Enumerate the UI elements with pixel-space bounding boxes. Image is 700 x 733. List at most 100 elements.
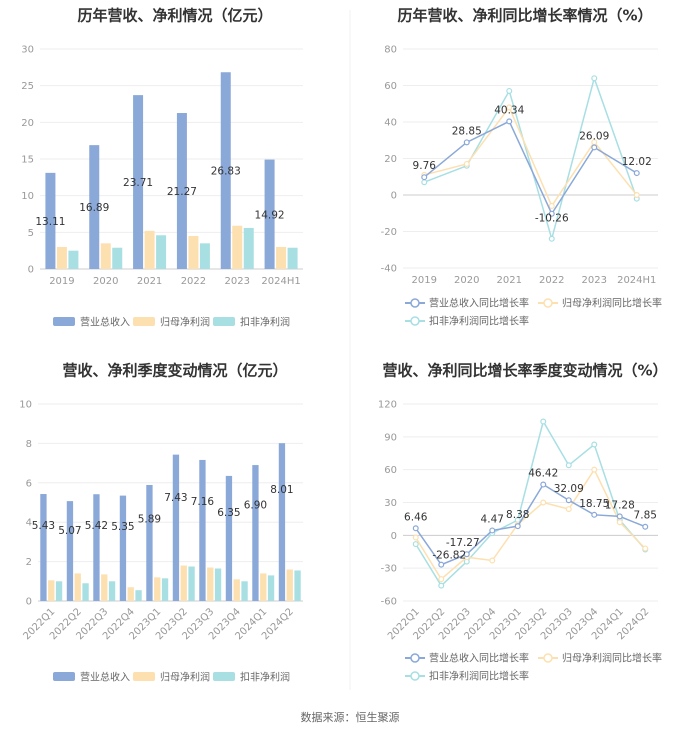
series-point xyxy=(412,534,419,541)
y-tick-label: -20 xyxy=(381,227,397,238)
y-tick-label: 4 xyxy=(26,518,32,529)
legend-label: 营业总收入 xyxy=(80,316,130,329)
data-label: 16.89 xyxy=(79,202,109,214)
series-point xyxy=(489,557,496,564)
x-tick-label: 2021 xyxy=(137,276,162,287)
quarterly-revenue-profit-panel: 营收、净利季度变动情况（亿元）02468102022Q12022Q22022Q3… xyxy=(19,362,303,684)
data-label: 6.90 xyxy=(244,499,267,511)
bar-parent-profit xyxy=(74,573,81,601)
y-tick-label: 40 xyxy=(384,118,397,129)
series-point xyxy=(565,462,572,469)
series-point xyxy=(438,582,445,589)
y-tick-label: 5 xyxy=(28,228,34,239)
bar-deducted-profit xyxy=(214,568,222,601)
data-label: 7.43 xyxy=(164,492,187,504)
quarterly-growth-rate-panel: 营收、净利同比增长率季度变动情况（%）-60-3003060901202022Q… xyxy=(378,362,668,683)
bar-parent-profit xyxy=(232,225,243,269)
data-label: 6.35 xyxy=(217,507,240,519)
series-point xyxy=(540,418,547,425)
annual-revenue-profit-panel: 历年营收、净利情况（亿元） 0 5 10 15 20 25 30 2019 2020 2021 202… xyxy=(21,7,303,329)
y-tick-label: 30 xyxy=(21,45,34,56)
x-tick-label: 2022 xyxy=(181,276,206,287)
y-tick-label: 0 xyxy=(391,531,397,542)
legend-label: 扣非净利润 xyxy=(240,671,290,684)
bar-deducted-profit xyxy=(135,590,142,601)
bar-parent-profit xyxy=(56,247,67,269)
x-tick-label: 2019 xyxy=(412,275,437,286)
legend-marker xyxy=(410,298,420,308)
data-label: 46.42 xyxy=(528,468,558,480)
series-point xyxy=(412,541,419,548)
y-tick-label: 10 xyxy=(19,400,32,411)
y-tick-label: 10 xyxy=(21,191,34,202)
bar-deducted-profit xyxy=(199,243,210,269)
series-line-revenue-growth xyxy=(415,483,646,566)
series-point xyxy=(565,506,572,513)
bar-revenue xyxy=(119,495,127,601)
series-point xyxy=(514,523,521,530)
data-label: 8.38 xyxy=(506,509,529,521)
series-point xyxy=(463,160,470,167)
chart-title: 营收、净利同比增长率季度变动情况（%） xyxy=(382,362,667,380)
series-point xyxy=(506,87,513,94)
bar-deducted-profit xyxy=(243,227,254,269)
y-tick-label: 20 xyxy=(21,118,34,129)
y-tick-label: 90 xyxy=(384,432,397,443)
series-point xyxy=(616,513,623,520)
data-label: 14.92 xyxy=(255,209,285,221)
data-label: 40.34 xyxy=(494,104,524,116)
series-point xyxy=(642,523,649,530)
y-tick-label: 8 xyxy=(26,439,32,450)
data-label: 13.11 xyxy=(35,216,65,228)
series-point xyxy=(616,519,623,526)
series-point xyxy=(548,202,555,209)
bar-revenue xyxy=(66,501,74,601)
series-point xyxy=(463,551,470,558)
legend-marker xyxy=(543,653,553,663)
bar-revenue xyxy=(45,172,56,269)
series-point xyxy=(438,561,445,568)
y-tick-label: -30 xyxy=(381,564,397,575)
legend-swatch xyxy=(53,317,75,326)
data-label: 28.85 xyxy=(452,125,482,137)
data-label: 18.75 xyxy=(579,498,609,510)
y-tick-label: 30 xyxy=(384,498,397,509)
series-point xyxy=(438,576,445,583)
series-point xyxy=(548,235,555,242)
bar-revenue xyxy=(89,145,100,269)
legend-label: 营业总收入同比增长率 xyxy=(429,297,529,310)
x-tick-label: 2020 xyxy=(454,275,479,286)
series-point xyxy=(591,511,598,518)
y-tick-label: 60 xyxy=(384,465,397,476)
series-point xyxy=(506,118,513,125)
series-point xyxy=(540,481,547,488)
bar-revenue xyxy=(93,494,100,601)
bar-deducted-profit xyxy=(267,575,275,601)
legend-marker xyxy=(410,653,420,663)
bar-deducted-profit xyxy=(188,566,195,601)
data-source-footer: 数据来源：恒生聚源 xyxy=(300,711,400,724)
bar-parent-profit xyxy=(127,587,134,601)
x-tick-label: 2024H1 xyxy=(261,276,300,287)
series-point xyxy=(591,441,598,448)
legend-swatch xyxy=(213,317,235,326)
bar-deducted-profit xyxy=(294,570,301,601)
legend-label: 扣非净利润同比增长率 xyxy=(429,670,529,683)
series-point xyxy=(421,179,428,186)
series-point xyxy=(642,545,649,552)
legend-swatch xyxy=(133,317,155,326)
bar-revenue xyxy=(225,475,233,601)
x-tick-label: 2021 xyxy=(497,275,522,286)
legend-marker xyxy=(410,671,420,681)
bar-parent-profit xyxy=(276,247,287,269)
data-label: 12.02 xyxy=(622,156,652,168)
series-point xyxy=(540,499,547,506)
bar-parent-profit xyxy=(233,579,240,601)
data-label: -10.26 xyxy=(535,213,569,225)
series-point xyxy=(489,527,496,534)
data-label: 7.85 xyxy=(634,510,657,522)
bar-parent-profit xyxy=(48,580,55,601)
y-tick-label: 0 xyxy=(391,191,397,202)
data-label: -17.27 xyxy=(446,537,480,549)
series-line-parent-profit-growth xyxy=(415,468,646,581)
